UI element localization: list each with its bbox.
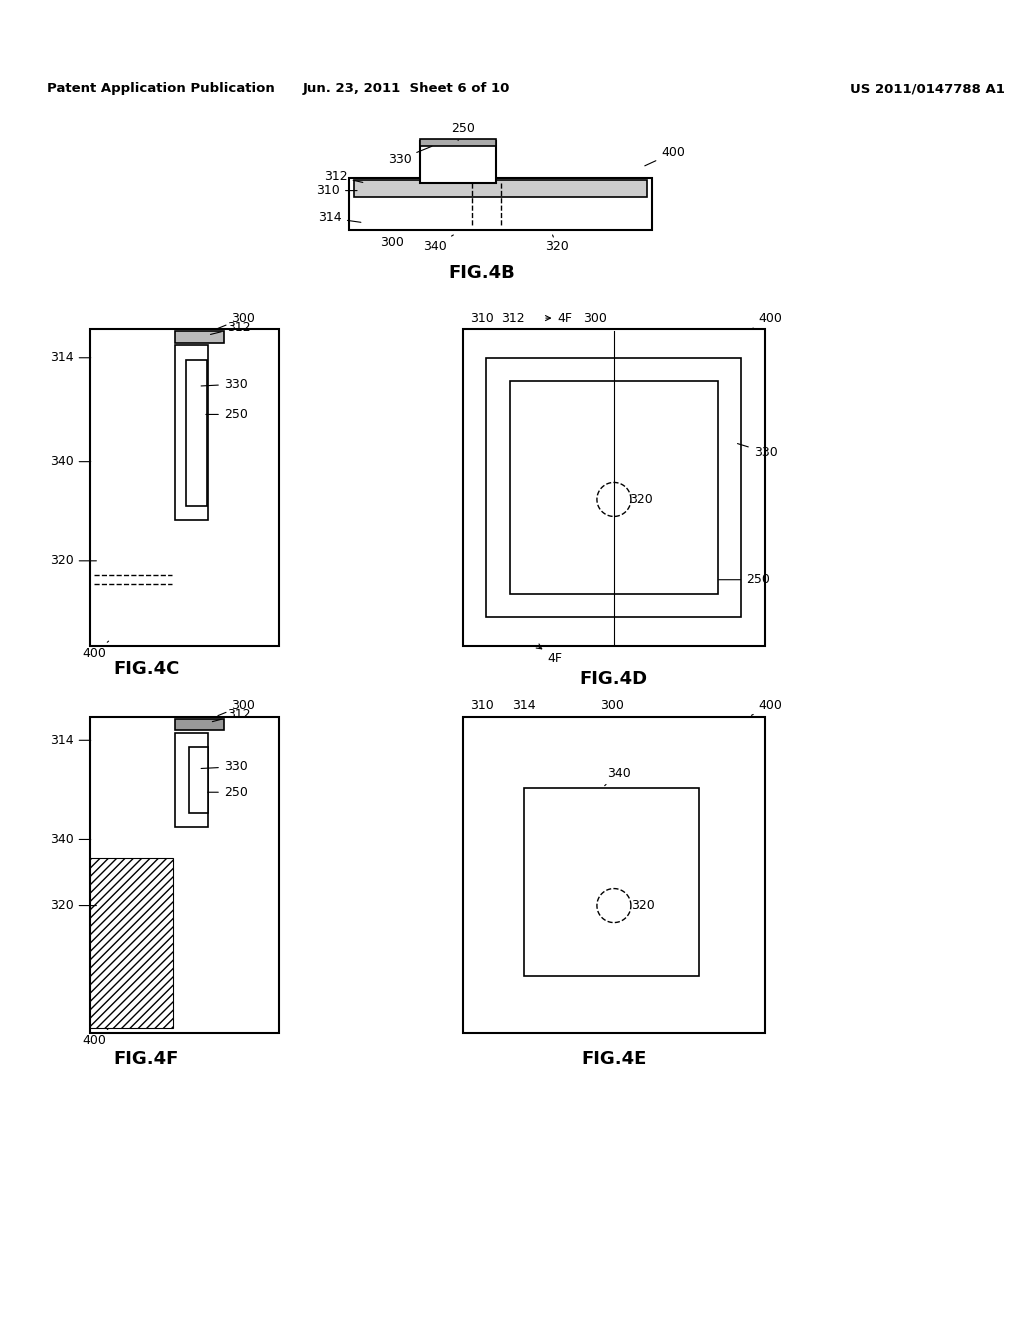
Bar xyxy=(510,381,718,594)
Text: 400: 400 xyxy=(752,698,782,715)
Text: 320: 320 xyxy=(631,899,654,912)
Text: 300: 300 xyxy=(218,312,255,329)
Bar xyxy=(524,788,699,977)
Text: FIG.4B: FIG.4B xyxy=(449,264,515,281)
Text: 320: 320 xyxy=(629,492,652,506)
Text: 314: 314 xyxy=(50,734,91,747)
Text: 312: 312 xyxy=(212,709,250,722)
Text: FIG.4D: FIG.4D xyxy=(580,669,648,688)
Text: 340: 340 xyxy=(605,767,631,785)
Text: 400: 400 xyxy=(645,147,685,166)
Text: 320: 320 xyxy=(50,554,96,568)
Bar xyxy=(463,717,765,1034)
Text: 320: 320 xyxy=(546,235,569,253)
Text: Patent Application Publication: Patent Application Publication xyxy=(47,82,275,95)
Text: 300: 300 xyxy=(600,698,624,711)
Text: 300: 300 xyxy=(380,236,403,249)
Text: 312: 312 xyxy=(324,170,362,183)
Text: 312: 312 xyxy=(501,312,524,325)
Text: 320: 320 xyxy=(50,899,96,912)
Text: 4F: 4F xyxy=(537,644,563,664)
Text: 314: 314 xyxy=(50,351,91,364)
Text: 300: 300 xyxy=(218,698,255,715)
Text: 250: 250 xyxy=(719,573,770,586)
Bar xyxy=(420,140,496,183)
Bar xyxy=(175,331,224,343)
Text: 400: 400 xyxy=(83,642,109,660)
Text: US 2011/0147788 A1: US 2011/0147788 A1 xyxy=(850,82,1005,95)
Text: 330: 330 xyxy=(737,444,777,459)
Bar xyxy=(354,181,647,197)
Bar xyxy=(175,346,208,520)
Text: 400: 400 xyxy=(751,312,782,330)
Bar xyxy=(486,358,741,618)
Text: 250: 250 xyxy=(206,408,248,421)
Text: 250: 250 xyxy=(208,785,248,799)
Text: 4F: 4F xyxy=(546,312,572,325)
Bar xyxy=(175,733,208,828)
Text: 330: 330 xyxy=(201,760,248,774)
Text: 310: 310 xyxy=(470,312,494,325)
Text: FIG.4E: FIG.4E xyxy=(582,1049,646,1068)
Text: 310: 310 xyxy=(316,183,357,197)
Bar xyxy=(188,747,208,813)
Bar xyxy=(463,330,765,645)
Text: FIG.4F: FIG.4F xyxy=(114,1049,179,1068)
Text: 340: 340 xyxy=(50,455,91,469)
Bar xyxy=(175,718,224,730)
Text: 400: 400 xyxy=(83,1028,109,1047)
Text: 312: 312 xyxy=(211,321,250,334)
Text: 310: 310 xyxy=(470,698,494,711)
Bar xyxy=(90,717,279,1034)
Text: 340: 340 xyxy=(50,833,91,846)
Text: 300: 300 xyxy=(583,312,607,325)
Bar xyxy=(349,178,651,230)
Text: 314: 314 xyxy=(318,211,360,224)
Text: Jun. 23, 2011  Sheet 6 of 10: Jun. 23, 2011 Sheet 6 of 10 xyxy=(302,82,510,95)
Bar xyxy=(90,330,279,645)
Text: FIG.4C: FIG.4C xyxy=(114,660,179,678)
Bar xyxy=(186,359,207,506)
Text: 314: 314 xyxy=(512,698,536,711)
Text: 330: 330 xyxy=(201,378,248,391)
Bar xyxy=(90,858,173,1028)
Bar xyxy=(420,139,496,147)
Text: 250: 250 xyxy=(451,121,475,140)
Text: 330: 330 xyxy=(388,147,432,166)
Text: 340: 340 xyxy=(423,235,454,253)
